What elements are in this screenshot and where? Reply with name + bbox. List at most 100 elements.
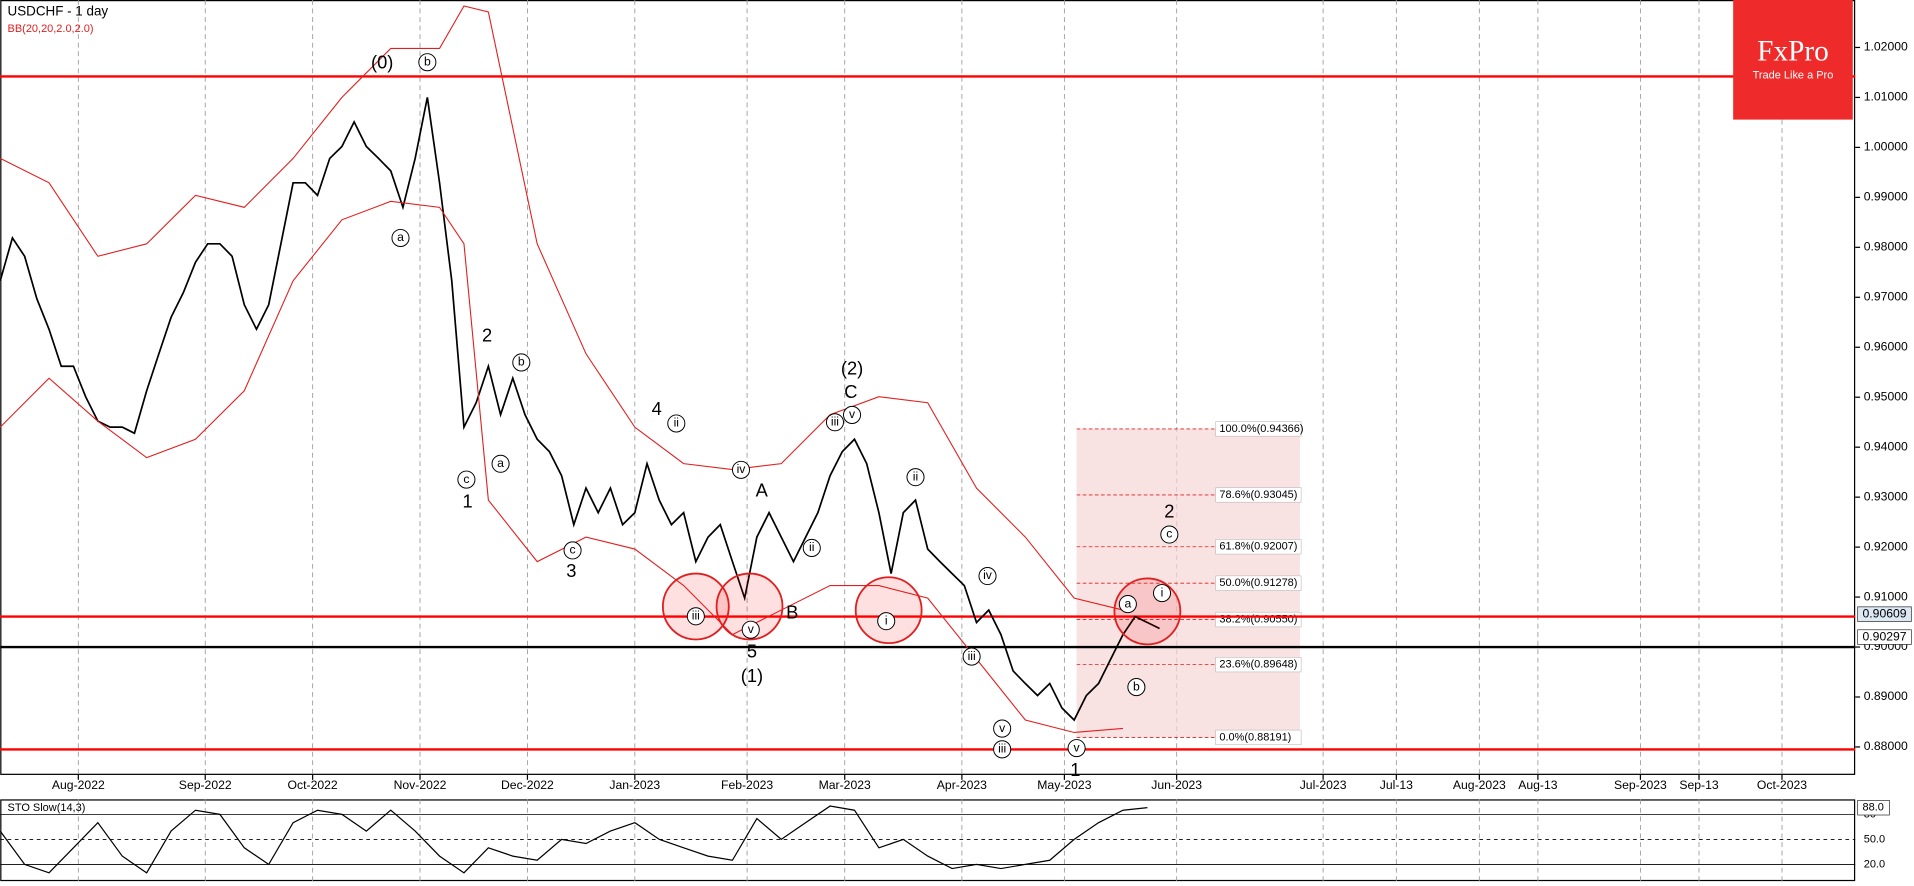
wave-circled-label: v <box>1074 740 1081 754</box>
oscillator-frame <box>0 799 1856 882</box>
y-tick-label: 0.99000 <box>1864 190 1908 204</box>
wave-circle <box>993 719 1012 738</box>
fib-label: 50.0%(0.91278) <box>1219 577 1297 589</box>
price-marker-label: 0.90297 <box>1863 629 1907 643</box>
wave-circled-label: i <box>1161 585 1164 599</box>
x-tick-label: Aug-13 <box>1518 778 1558 792</box>
wave-circled-label: b <box>518 355 525 369</box>
logo-brand: FxPro <box>1757 35 1829 67</box>
wave-circle <box>418 53 437 72</box>
osc-marker-box <box>1857 800 1890 816</box>
x-tick-label: Jan-2023 <box>609 778 660 792</box>
wave-circle <box>962 647 981 666</box>
osc-tick-label: 20.0 <box>1864 858 1885 870</box>
band-line <box>0 5 1124 611</box>
price-marker-box <box>1857 606 1912 622</box>
main-panel-frame <box>0 0 1856 775</box>
indicator-label: BB(20,20,2.0,2.0) <box>8 23 94 35</box>
wave-circle <box>1152 584 1172 603</box>
highlight-circle <box>661 572 730 641</box>
x-tick-label: Sep-2023 <box>1614 778 1667 792</box>
y-tick-label: 0.95000 <box>1864 389 1908 403</box>
x-tick-label: Dec-2022 <box>501 778 554 792</box>
wave-circle <box>512 353 531 372</box>
wave-circle <box>1127 678 1146 697</box>
wave-circle <box>978 566 997 586</box>
y-tick-label: 0.91000 <box>1864 589 1908 603</box>
wave-label: 3 <box>566 560 576 581</box>
wave-circle <box>391 228 410 248</box>
wave-circled-label: v <box>999 721 1006 735</box>
wave-circle <box>877 612 896 631</box>
wave-circled-label: v <box>849 407 856 421</box>
wave-circle <box>731 460 751 479</box>
wave-label: 1 <box>1070 759 1080 780</box>
fib-label: 100.0%(0.94366) <box>1219 423 1303 435</box>
y-tick-label: 1.02000 <box>1864 40 1908 54</box>
fib-label: 61.8%(0.92007) <box>1219 541 1297 553</box>
wave-circled-label: ii <box>674 416 679 430</box>
x-tick-label: Apr-2023 <box>937 778 987 792</box>
price-line <box>0 97 1160 722</box>
highlight-circle <box>715 572 784 641</box>
fib-label-box <box>1215 575 1302 591</box>
wave-circle <box>491 454 510 473</box>
wave-circled-label: iv <box>983 568 993 582</box>
wave-circled-label: b <box>1133 679 1140 693</box>
wave-circled-label: a <box>1124 596 1131 610</box>
fib-label-box <box>1215 421 1302 437</box>
x-tick-label: Jun-2023 <box>1151 778 1202 792</box>
wave-label: 2 <box>482 325 492 346</box>
wave-circle <box>1118 595 1137 614</box>
y-tick-label: 1.01000 <box>1864 90 1908 104</box>
wave-circled-label: a <box>497 456 504 470</box>
wave-circled-label: iii <box>831 414 839 428</box>
wave-label: 5 <box>747 641 757 662</box>
y-tick-label: 0.96000 <box>1864 339 1908 353</box>
x-tick-label: Mar-2023 <box>819 778 871 792</box>
y-tick-label: 0.94000 <box>1864 439 1908 453</box>
wave-circled-label: iii <box>692 609 700 623</box>
osc-line <box>0 805 1148 874</box>
wave-label: (1) <box>741 665 763 686</box>
wave-circled-label: b <box>424 54 431 68</box>
wave-circle <box>1160 525 1179 544</box>
x-tick-label: Nov-2022 <box>394 778 447 792</box>
x-tick-label: Jul-2023 <box>1300 778 1347 792</box>
band-line <box>0 200 1124 734</box>
wave-circle <box>993 740 1012 759</box>
fib-label: 78.6%(0.93045) <box>1219 489 1297 501</box>
y-tick-label: 0.98000 <box>1864 240 1908 254</box>
wave-circled-label: i <box>885 613 888 627</box>
x-tick-label: Jul-13 <box>1380 778 1413 792</box>
fib-label: 0.0%(0.88191) <box>1219 731 1291 743</box>
fib-label-box <box>1215 487 1302 503</box>
logo-tagline: Trade Like a Pro <box>1753 70 1834 82</box>
wave-circle <box>825 413 844 432</box>
wave-circled-label: a <box>397 230 404 244</box>
wave-circled-label: iii <box>968 649 976 663</box>
fib-label: 38.2%(0.90550) <box>1219 613 1297 625</box>
wave-label: 2 <box>1164 500 1174 521</box>
x-tick-label: Sep-13 <box>1679 778 1719 792</box>
wave-circle <box>457 470 476 489</box>
osc-marker-label: 88.0 <box>1863 802 1884 814</box>
wave-circle <box>802 538 821 557</box>
y-tick-label: 0.92000 <box>1864 539 1908 553</box>
fib-label-box <box>1215 729 1302 746</box>
oscillator-title: STO Slow(14,3) <box>8 802 86 814</box>
wave-circle <box>1067 739 1086 758</box>
x-tick-label: Oct-2023 <box>1757 778 1807 792</box>
y-tick-label: 0.88000 <box>1864 739 1908 753</box>
wave-circled-label: c <box>570 543 576 557</box>
x-tick-label: Aug-2023 <box>1453 778 1506 792</box>
y-tick-label: 0.97000 <box>1864 290 1908 304</box>
wave-label: B <box>786 602 798 623</box>
y-tick-label: 0.89000 <box>1864 689 1908 703</box>
wave-circle <box>667 414 686 433</box>
wave-label: C <box>844 381 857 402</box>
price-marker-box <box>1857 629 1912 645</box>
x-tick-label: Feb-2023 <box>721 778 773 792</box>
